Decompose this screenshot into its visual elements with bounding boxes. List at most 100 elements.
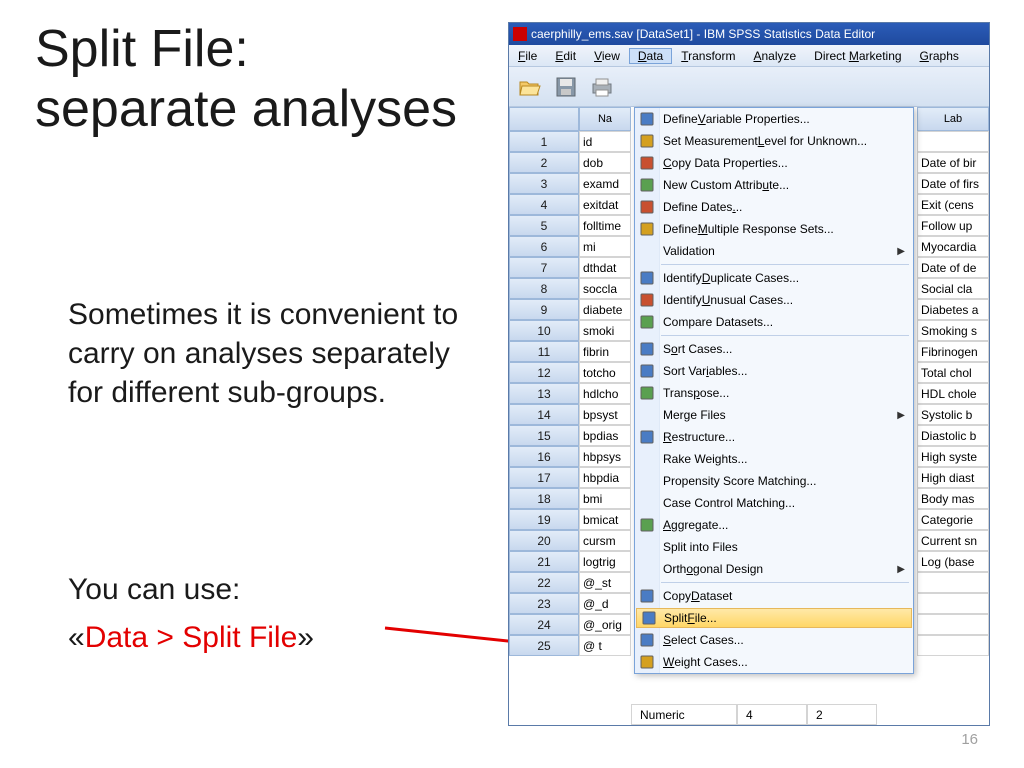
row-number[interactable]: 11 (509, 341, 579, 362)
label-cell[interactable]: Date of bir (917, 152, 989, 173)
name-cell[interactable]: @_orig (579, 614, 631, 635)
name-cell[interactable]: bmicat (579, 509, 631, 530)
menu-item-select-cases[interactable]: Select Cases... (635, 629, 913, 651)
row-number[interactable]: 24 (509, 614, 579, 635)
name-cell[interactable]: hdlcho (579, 383, 631, 404)
name-cell[interactable]: folltime (579, 215, 631, 236)
menu-item-transpose[interactable]: Transpose... (635, 382, 913, 404)
row-number[interactable]: 12 (509, 362, 579, 383)
label-cell[interactable]: Systolic b (917, 404, 989, 425)
menu-item-merge-files[interactable]: Merge Files▶ (635, 404, 913, 426)
label-cell[interactable]: Date of firs (917, 173, 989, 194)
label-cell[interactable] (917, 593, 989, 614)
label-cell[interactable]: High diast (917, 467, 989, 488)
name-cell[interactable]: totcho (579, 362, 631, 383)
label-cell[interactable]: Exit (cens (917, 194, 989, 215)
name-cell[interactable]: bpdias (579, 425, 631, 446)
menu-item-set-measurement-level-for-unknown[interactable]: Set Measurement Level for Unknown... (635, 130, 913, 152)
menu-item-case-control-matching[interactable]: Case Control Matching... (635, 492, 913, 514)
row-number[interactable]: 19 (509, 509, 579, 530)
label-cell[interactable] (917, 131, 989, 152)
name-cell[interactable]: cursm (579, 530, 631, 551)
name-cell[interactable]: examd (579, 173, 631, 194)
row-number[interactable]: 18 (509, 488, 579, 509)
label-cell[interactable]: Current sn (917, 530, 989, 551)
label-cell[interactable]: High syste (917, 446, 989, 467)
menu-item-new-custom-attribute[interactable]: New Custom Attribute... (635, 174, 913, 196)
menu-item-validation[interactable]: Validation▶ (635, 240, 913, 262)
name-cell[interactable]: exitdat (579, 194, 631, 215)
label-cell[interactable]: Date of de (917, 257, 989, 278)
menu-transform[interactable]: Transform (672, 49, 744, 63)
name-column-header[interactable]: Na (579, 107, 631, 131)
label-column-header[interactable]: Lab (917, 107, 989, 131)
label-cell[interactable]: Body mas (917, 488, 989, 509)
row-number[interactable]: 6 (509, 236, 579, 257)
row-number[interactable]: 8 (509, 278, 579, 299)
label-cell[interactable]: Categorie (917, 509, 989, 530)
row-number[interactable]: 25 (509, 635, 579, 656)
row-number[interactable]: 20 (509, 530, 579, 551)
name-cell[interactable]: hbpsys (579, 446, 631, 467)
row-number[interactable]: 21 (509, 551, 579, 572)
menu-item-compare-datasets[interactable]: Compare Datasets... (635, 311, 913, 333)
save-button[interactable] (551, 73, 581, 101)
name-cell[interactable]: bmi (579, 488, 631, 509)
label-cell[interactable]: HDL chole (917, 383, 989, 404)
row-number[interactable]: 4 (509, 194, 579, 215)
name-cell[interactable]: fibrin (579, 341, 631, 362)
name-cell[interactable]: soccla (579, 278, 631, 299)
menu-item-split-file[interactable]: Split File... (636, 608, 912, 628)
name-cell[interactable]: @_st (579, 572, 631, 593)
menu-view[interactable]: View (585, 49, 629, 63)
name-cell[interactable]: bpsyst (579, 404, 631, 425)
label-cell[interactable]: Myocardia (917, 236, 989, 257)
row-num-header[interactable] (509, 107, 579, 131)
menu-direct-marketing[interactable]: Direct Marketing (805, 49, 910, 63)
row-number[interactable]: 22 (509, 572, 579, 593)
menu-file[interactable]: File (509, 49, 546, 63)
label-cell[interactable]: Log (base (917, 551, 989, 572)
menu-item-identify-duplicate-cases[interactable]: Identify Duplicate Cases... (635, 267, 913, 289)
menu-graphs[interactable]: Graphs (911, 49, 968, 63)
menu-item-restructure[interactable]: Restructure... (635, 426, 913, 448)
menu-item-copy-data-properties[interactable]: Copy Data Properties... (635, 152, 913, 174)
label-cell[interactable]: Follow up (917, 215, 989, 236)
menu-item-aggregate[interactable]: Aggregate... (635, 514, 913, 536)
name-cell[interactable]: mi (579, 236, 631, 257)
print-button[interactable] (587, 73, 617, 101)
row-number[interactable]: 10 (509, 320, 579, 341)
menu-item-weight-cases[interactable]: Weight Cases... (635, 651, 913, 673)
name-cell[interactable]: smoki (579, 320, 631, 341)
open-button[interactable] (515, 73, 545, 101)
row-number[interactable]: 23 (509, 593, 579, 614)
menu-item-define-multiple-response-sets[interactable]: Define Multiple Response Sets... (635, 218, 913, 240)
row-number[interactable]: 13 (509, 383, 579, 404)
label-cell[interactable] (917, 572, 989, 593)
label-cell[interactable]: Social cla (917, 278, 989, 299)
label-cell[interactable]: Diabetes a (917, 299, 989, 320)
label-cell[interactable]: Diastolic b (917, 425, 989, 446)
name-cell[interactable]: @_d (579, 593, 631, 614)
menu-item-sort-variables[interactable]: Sort Variables... (635, 360, 913, 382)
menu-item-define-variable-properties[interactable]: Define Variable Properties... (635, 108, 913, 130)
row-number[interactable]: 9 (509, 299, 579, 320)
menu-item-define-dates[interactable]: Define Dates... (635, 196, 913, 218)
name-cell[interactable]: id (579, 131, 631, 152)
menu-item-rake-weights[interactable]: Rake Weights... (635, 448, 913, 470)
name-cell[interactable]: dthdat (579, 257, 631, 278)
name-cell[interactable]: diabete (579, 299, 631, 320)
menu-analyze[interactable]: Analyze (744, 49, 805, 63)
menu-item-copy-dataset[interactable]: Copy Dataset (635, 585, 913, 607)
label-cell[interactable]: Smoking s (917, 320, 989, 341)
row-number[interactable]: 15 (509, 425, 579, 446)
menu-edit[interactable]: Edit (546, 49, 585, 63)
menu-item-identify-unusual-cases[interactable]: Identify Unusual Cases... (635, 289, 913, 311)
menu-item-orthogonal-design[interactable]: Orthogonal Design▶ (635, 558, 913, 580)
menu-item-split-into-files[interactable]: Split into Files (635, 536, 913, 558)
menu-item-propensity-score-matching[interactable]: Propensity Score Matching... (635, 470, 913, 492)
menu-item-sort-cases[interactable]: Sort Cases... (635, 338, 913, 360)
row-number[interactable]: 17 (509, 467, 579, 488)
label-cell[interactable] (917, 614, 989, 635)
name-cell[interactable]: @ t (579, 635, 631, 656)
